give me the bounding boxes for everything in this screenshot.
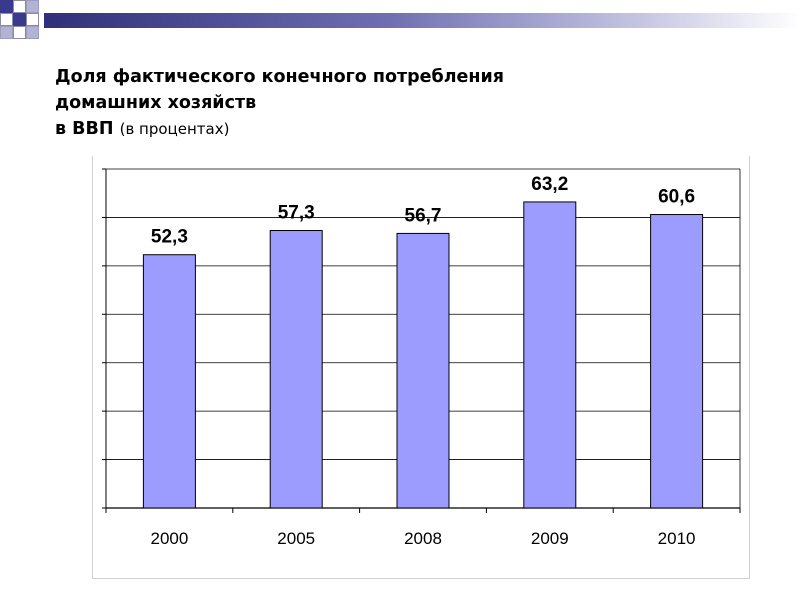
data-label-2008: 56,7 bbox=[405, 205, 442, 226]
bar-2010 bbox=[650, 214, 704, 509]
bar-2005 bbox=[269, 230, 323, 509]
deco-square bbox=[0, 0, 13, 13]
header-gradient-bar bbox=[44, 13, 800, 28]
x-tick-label-2009: 2009 bbox=[531, 529, 569, 548]
data-label-2009: 63,2 bbox=[531, 174, 568, 195]
deco-square bbox=[13, 0, 26, 13]
title-line-3-main: в ВВП bbox=[55, 119, 114, 139]
x-tick-label-2000: 2000 bbox=[150, 529, 188, 548]
bar-2008 bbox=[396, 232, 450, 509]
x-tick-label-2010: 2010 bbox=[658, 529, 696, 548]
x-tick-label-2005: 2005 bbox=[277, 529, 315, 548]
x-tick-label-2008: 2008 bbox=[404, 529, 442, 548]
bar-2000 bbox=[142, 254, 196, 509]
data-label-2010: 60,6 bbox=[658, 187, 695, 208]
title-line-1: Доля фактического конечного потребления bbox=[55, 67, 505, 87]
title-line-3-sub: (в процентах) bbox=[119, 120, 230, 138]
bar-2009 bbox=[523, 201, 577, 509]
deco-square bbox=[26, 0, 39, 13]
title-line-3: в ВВП (в процентах) bbox=[55, 116, 695, 142]
deco-square bbox=[26, 13, 39, 26]
chart-frame bbox=[92, 156, 750, 579]
deco-square bbox=[13, 13, 26, 26]
deco-square bbox=[26, 26, 39, 39]
data-label-2000: 52,3 bbox=[151, 227, 188, 248]
deco-square bbox=[13, 26, 26, 39]
title-line-2: домашних хозяйств bbox=[55, 93, 257, 113]
deco-square bbox=[0, 26, 13, 39]
slide-title: Доля фактического конечного потребления … bbox=[55, 64, 695, 142]
data-label-2005: 57,3 bbox=[278, 203, 315, 224]
header-decoration bbox=[0, 0, 800, 50]
deco-square bbox=[0, 13, 13, 26]
